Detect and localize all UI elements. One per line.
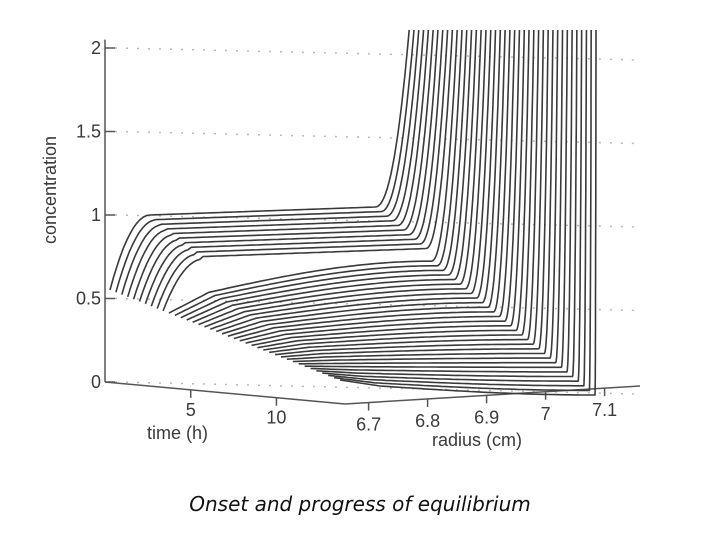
series-line xyxy=(275,30,545,356)
time-axis-label: time (h) xyxy=(147,423,208,443)
chart: 0 0.5 1 1.5 2 5 10 6.7 6.8 6.9 7 7.1 concentration … xyxy=(40,30,641,450)
series-line xyxy=(156,30,449,309)
series-line xyxy=(316,30,578,378)
radius-tick-label: 7.1 xyxy=(592,400,617,420)
series-line xyxy=(251,30,526,347)
time-axis-line xyxy=(104,381,346,405)
series-line xyxy=(310,30,573,373)
series-line xyxy=(233,30,511,340)
series-line xyxy=(168,30,458,314)
series-line xyxy=(280,30,549,358)
series-line xyxy=(239,30,516,342)
series-line xyxy=(215,30,497,333)
series-line xyxy=(210,30,492,330)
series-line xyxy=(292,30,559,363)
series-line xyxy=(257,30,530,349)
series-line xyxy=(126,30,425,298)
series-line xyxy=(150,30,444,307)
gridline xyxy=(114,47,641,61)
series-line xyxy=(304,30,569,369)
time-tick-label: 5 xyxy=(186,400,196,420)
chart-canvas: 00.511.525 10 6.7 6.8 6.9 7 7.1 concentration … xyxy=(40,30,641,450)
radius-tick-label: 6.9 xyxy=(474,407,499,427)
radius-tick-label: 6.7 xyxy=(356,415,381,435)
series-line xyxy=(198,30,482,326)
tick-labels: 0 0.5 1 1.5 2 5 10 6.7 6.8 6.9 7 7.1 xyxy=(76,38,617,435)
series-line xyxy=(286,30,554,360)
figure-caption: Onset and progress of equilibrium xyxy=(189,492,531,516)
series-line xyxy=(221,30,502,335)
series-line xyxy=(115,30,415,293)
radius-axis-label: radius (cm) xyxy=(432,430,522,450)
series-line xyxy=(144,30,439,305)
series-line xyxy=(192,30,478,324)
series-line xyxy=(186,30,473,321)
series-line xyxy=(162,30,454,312)
series-line xyxy=(328,30,588,387)
series-line xyxy=(269,30,540,354)
gridline xyxy=(114,381,641,395)
z-tick-label: 1 xyxy=(91,205,101,225)
series-line xyxy=(109,30,410,291)
series-line xyxy=(138,30,434,302)
z-tick-label: 0.5 xyxy=(76,289,101,309)
series-line xyxy=(334,30,592,392)
z-axis-label: concentration xyxy=(40,136,60,244)
series-line xyxy=(298,30,564,365)
radius-axis-line xyxy=(344,385,641,405)
series-line xyxy=(174,30,463,317)
axes xyxy=(104,39,641,411)
series-line xyxy=(322,30,583,382)
series-line xyxy=(204,30,487,328)
radius-tick-label: 6.8 xyxy=(415,411,440,431)
series-group xyxy=(109,30,597,396)
time-tick-label: 10 xyxy=(266,408,286,428)
series-line xyxy=(132,30,430,300)
radius-tick-label: 7 xyxy=(541,404,551,424)
z-tick-label: 2 xyxy=(91,38,101,58)
series-line xyxy=(263,30,535,351)
series-line xyxy=(121,30,420,295)
series-line xyxy=(339,30,597,396)
z-tick-label: 0 xyxy=(91,372,101,392)
series-line xyxy=(245,30,521,344)
series-line xyxy=(227,30,506,337)
series-line xyxy=(180,30,468,319)
z-tick-label: 1.5 xyxy=(76,122,101,142)
